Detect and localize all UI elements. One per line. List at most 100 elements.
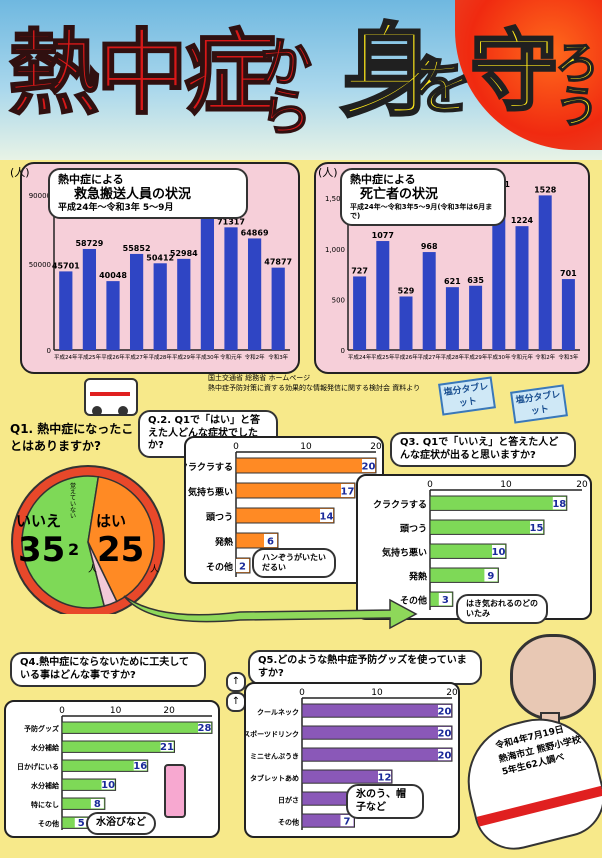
- q5-heading: Q5.どのような熱中症予防グッズを使っていますか?: [248, 650, 482, 685]
- bar: [445, 287, 459, 350]
- category-label: 日がさ: [278, 796, 299, 805]
- value-box: [438, 727, 451, 739]
- x-tick-label: 平成24年: [54, 353, 78, 361]
- category-label: その他: [400, 595, 427, 607]
- data-label: 20: [362, 462, 376, 473]
- category-label: クールネック: [257, 708, 299, 717]
- bar: [61, 759, 149, 772]
- bar: [61, 721, 213, 734]
- data-label: 47877: [264, 258, 292, 267]
- category-label: 水分補給: [31, 781, 60, 790]
- water-bottle-icon: [164, 764, 186, 818]
- category-label: クラクラする: [186, 462, 233, 473]
- q1-unit-2: 人: [150, 565, 160, 575]
- data-label: 50412: [146, 253, 174, 262]
- data-label: 20: [438, 706, 452, 717]
- x-tick-label: 令和元年: [511, 353, 534, 361]
- bar: [301, 769, 393, 784]
- data-label: 17: [341, 487, 355, 498]
- up-arrow-icon: ↑: [226, 672, 246, 692]
- q1-unsure-count: 2: [68, 540, 80, 559]
- value-box: [530, 521, 543, 534]
- x-tick-label: 令和2年: [245, 353, 265, 361]
- bar: [422, 252, 436, 350]
- q1-heading: Q1. 熱中症になったことはありますか?: [10, 422, 134, 453]
- y-tick-label: 500: [332, 296, 345, 304]
- category-label: 水分補給: [31, 743, 60, 752]
- x-tick-label: 平成25年: [371, 353, 395, 361]
- value-box: [133, 761, 147, 771]
- value-box: [438, 749, 451, 761]
- bar: [61, 740, 175, 753]
- x-tick-label: 平成28年: [148, 353, 172, 361]
- category-label: 発熱: [408, 571, 427, 583]
- bar: [429, 495, 568, 511]
- q2-chart: 0 10 20 クラクラする 20 気持ち悪い 17 頭つう 14 発熱 6 その他 2: [179, 442, 382, 577]
- data-label: 14: [320, 512, 334, 523]
- bar: [271, 267, 285, 350]
- data-label: 727: [351, 266, 368, 275]
- bar: [429, 567, 499, 583]
- category-label: その他: [38, 819, 59, 828]
- x-tick-label: 平成29年: [172, 353, 196, 361]
- q3-heading: Q3. Q1で「いいえ」と答えた人どんな症状が出ると思いますか?: [390, 432, 576, 467]
- hat-icon: [454, 705, 602, 858]
- q2-panel: 0 10 20 クラクラする 20 気持ち悪い 17 頭つう 14 発熱 6 その他 2: [179, 436, 384, 584]
- value-box: [552, 497, 566, 510]
- data-label: 28: [198, 723, 212, 734]
- q1-no-label: いいえ: [16, 512, 62, 530]
- category-label: 気持ち悪い: [382, 547, 427, 559]
- chart2-title-line1: 熱中症による: [350, 173, 416, 186]
- bar: [61, 778, 117, 791]
- chart2-unit: (人): [318, 166, 338, 179]
- value-box: [160, 742, 174, 752]
- ambulance-icon: [84, 378, 138, 416]
- x-tick-label: 平成27年: [417, 353, 441, 361]
- value-box: [320, 509, 333, 522]
- data-label: 52984: [170, 249, 198, 258]
- x-tick-label: 20: [446, 688, 458, 698]
- data-label: 621: [444, 277, 461, 286]
- data-label: 6: [267, 537, 274, 548]
- category-label: その他: [278, 818, 299, 827]
- bar: [301, 703, 453, 718]
- data-label: 635: [467, 276, 484, 285]
- q3-note: はき気おれるのどのいたみ: [456, 594, 548, 624]
- x-tick-label: 20: [576, 480, 588, 490]
- y-tick-label: 0: [47, 347, 51, 355]
- chart1-unit: (人): [10, 166, 30, 179]
- q1-unit-1: 人: [88, 565, 98, 575]
- source-line2: 熱中症予防対策に資する効果的な情報発信に関する検討会 資料より: [208, 383, 421, 392]
- x-tick-label: 0: [59, 706, 65, 716]
- data-label: 5: [78, 818, 85, 829]
- data-label: 15: [530, 523, 544, 534]
- bar: [200, 186, 215, 350]
- bar: [515, 226, 529, 350]
- category-label: その他: [206, 561, 233, 573]
- bar: [61, 797, 106, 810]
- data-label: 18: [552, 499, 566, 510]
- chart2-title: 熱中症による 死亡者の状況 平成24年〜令和3年5〜9月(令和3年は6月まで): [340, 168, 506, 226]
- category-label: タブレットあめ: [250, 774, 299, 783]
- data-label: 58729: [75, 239, 103, 248]
- data-label: 45701: [52, 261, 80, 270]
- data-label: 9: [487, 571, 494, 582]
- value-box: [264, 534, 277, 547]
- arrow-icon: [123, 595, 418, 630]
- data-label: 71317: [217, 217, 245, 226]
- x-tick-label: 平成29年: [464, 353, 488, 361]
- bar: [301, 725, 453, 740]
- bar: [561, 279, 575, 350]
- bar: [59, 271, 73, 350]
- q1-unsure-label: 覚えていない: [70, 483, 77, 520]
- value-box: [438, 593, 452, 606]
- x-tick-label: 10: [110, 706, 122, 716]
- bar: [247, 238, 262, 350]
- data-label: 21: [160, 742, 174, 753]
- x-tick-label: 平成30年: [196, 353, 220, 361]
- title-rou: ろう: [554, 38, 600, 133]
- q1-pie-chart: [11, 465, 165, 614]
- q5-panel: 0 10 20 クールネック 20 スポーツドリンク 20 ミニせんぷうき 20 タブレットあめ 1…: [243, 682, 460, 838]
- data-label: 529: [398, 286, 415, 295]
- data-label: 701: [560, 269, 577, 278]
